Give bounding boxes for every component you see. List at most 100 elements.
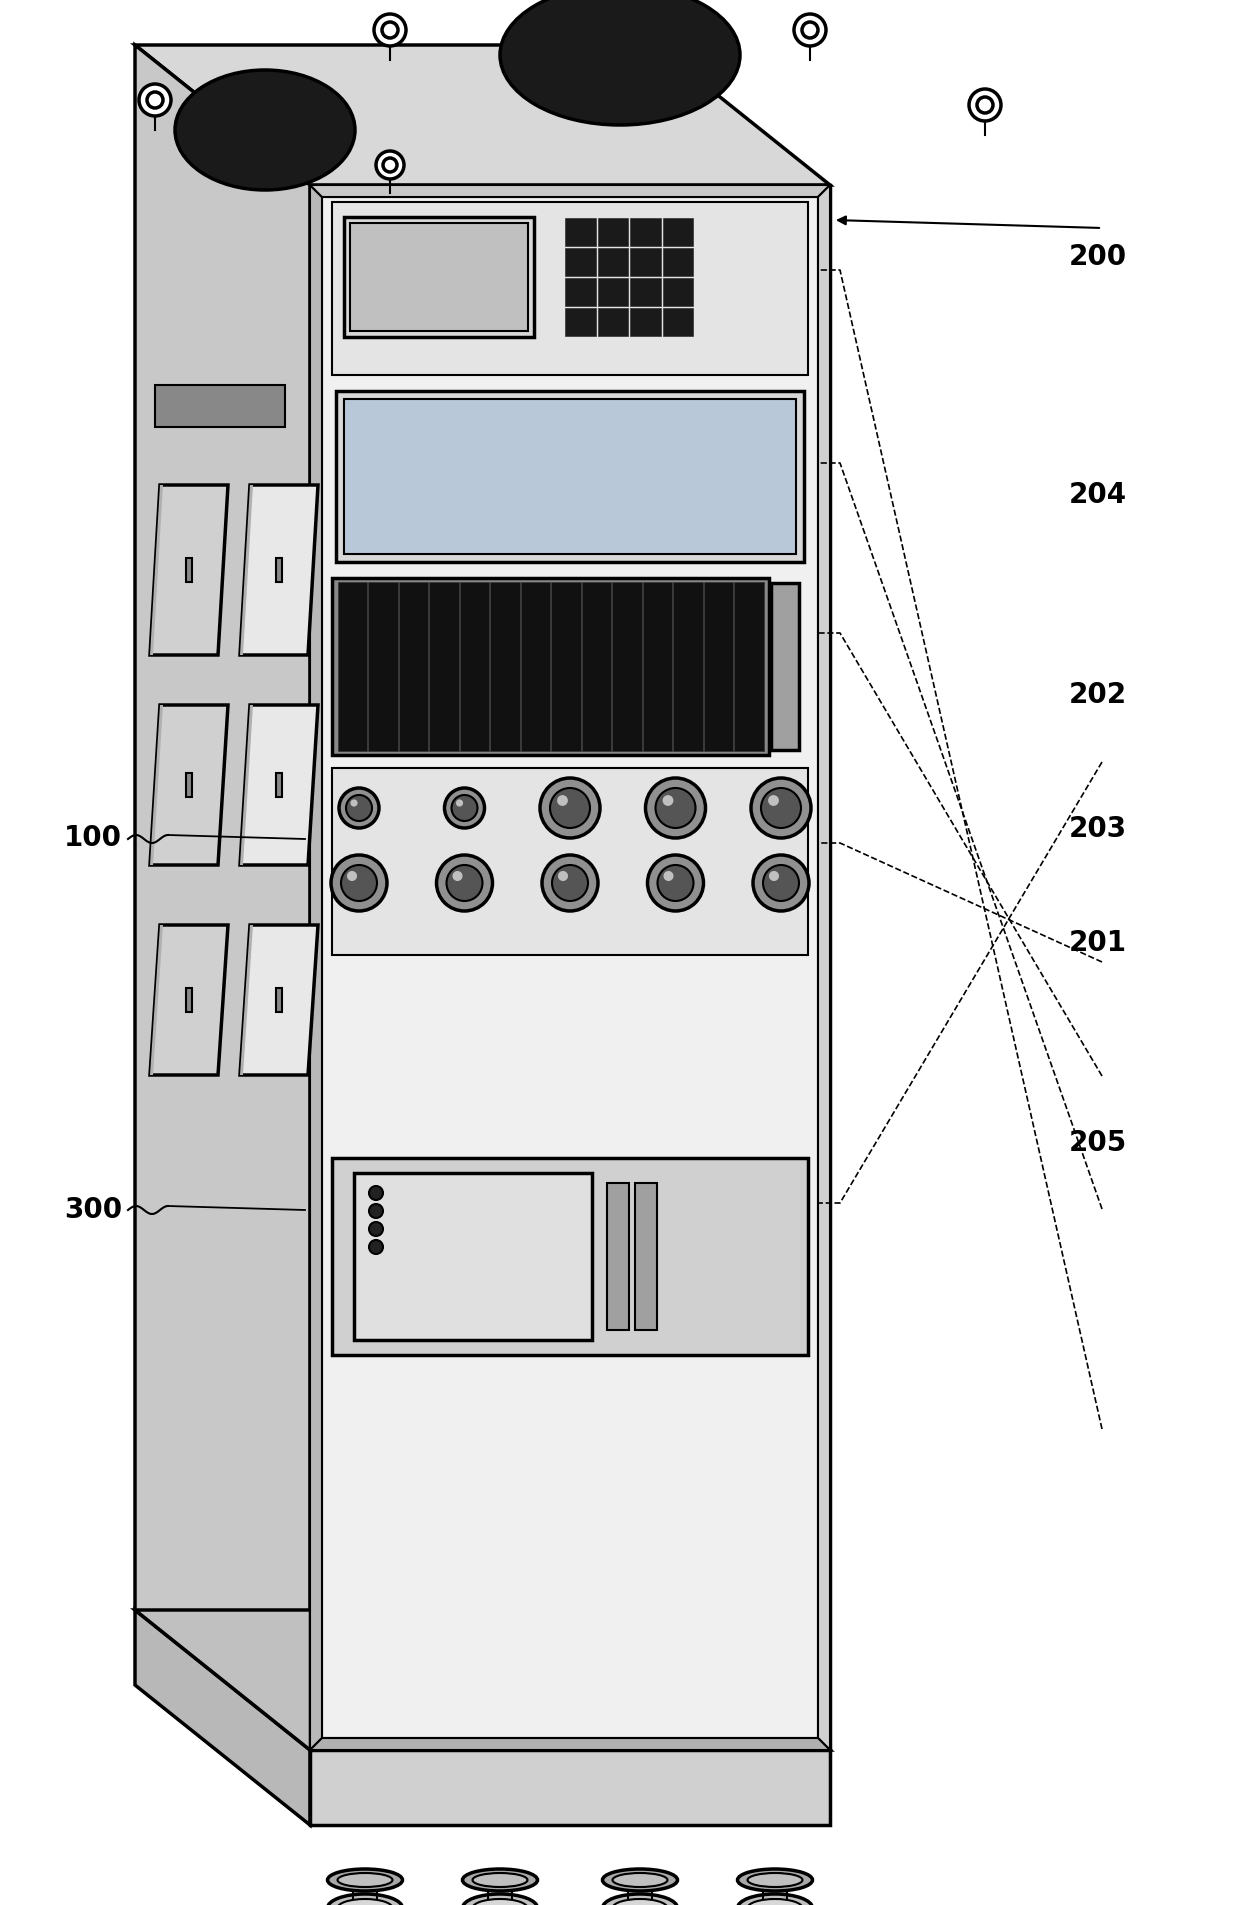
Polygon shape	[135, 1610, 310, 1825]
Ellipse shape	[175, 70, 355, 190]
Ellipse shape	[738, 1869, 812, 1892]
Circle shape	[557, 794, 568, 806]
Bar	[662, 309, 693, 335]
Polygon shape	[241, 705, 253, 865]
Ellipse shape	[603, 1894, 677, 1905]
Polygon shape	[150, 486, 162, 655]
Circle shape	[148, 91, 162, 109]
Circle shape	[444, 789, 485, 829]
Text: 200: 200	[1069, 244, 1126, 271]
Circle shape	[370, 1240, 383, 1253]
Circle shape	[351, 800, 357, 806]
Circle shape	[539, 777, 600, 838]
Bar	[565, 278, 595, 307]
Polygon shape	[310, 185, 830, 196]
Bar	[490, 583, 520, 751]
Circle shape	[802, 23, 818, 38]
Circle shape	[446, 865, 482, 901]
Circle shape	[382, 23, 398, 38]
Bar	[598, 217, 627, 246]
Bar	[337, 583, 367, 751]
Bar	[551, 583, 580, 751]
Ellipse shape	[603, 1869, 677, 1892]
Circle shape	[331, 855, 387, 911]
Bar	[186, 989, 192, 1012]
Bar	[332, 577, 769, 754]
Circle shape	[341, 865, 377, 901]
Polygon shape	[310, 1751, 830, 1825]
Text: 205: 205	[1069, 1130, 1126, 1156]
Polygon shape	[155, 385, 285, 427]
Bar	[336, 391, 804, 562]
Circle shape	[656, 789, 696, 829]
Polygon shape	[310, 185, 322, 1751]
Circle shape	[968, 90, 1001, 122]
Bar	[565, 248, 595, 276]
Bar	[565, 217, 595, 246]
Bar	[630, 248, 661, 276]
Bar	[598, 309, 627, 335]
Circle shape	[552, 865, 588, 901]
Circle shape	[663, 871, 673, 880]
Circle shape	[542, 855, 598, 911]
Polygon shape	[241, 926, 317, 1074]
Text: 100: 100	[64, 825, 122, 852]
Circle shape	[451, 794, 477, 821]
Ellipse shape	[500, 0, 740, 126]
Circle shape	[456, 800, 463, 806]
Bar	[606, 1183, 629, 1330]
Bar	[460, 583, 489, 751]
Bar	[582, 583, 611, 751]
Bar	[368, 583, 398, 751]
Bar	[630, 217, 661, 246]
Text: 300: 300	[64, 1196, 122, 1223]
Circle shape	[763, 865, 799, 901]
Circle shape	[646, 777, 706, 838]
Ellipse shape	[472, 1873, 527, 1888]
Bar	[630, 278, 661, 307]
Bar	[771, 583, 799, 751]
Text: 204: 204	[1069, 482, 1126, 509]
Bar	[703, 583, 733, 751]
Circle shape	[139, 84, 171, 116]
Circle shape	[453, 871, 463, 880]
Circle shape	[558, 871, 568, 880]
Bar	[565, 309, 595, 335]
Ellipse shape	[463, 1869, 537, 1892]
Polygon shape	[150, 926, 228, 1074]
Circle shape	[977, 97, 993, 112]
Ellipse shape	[327, 1869, 403, 1892]
Circle shape	[751, 777, 811, 838]
Bar	[635, 1183, 657, 1330]
Bar	[332, 768, 808, 954]
Bar	[598, 248, 627, 276]
Bar	[186, 558, 192, 583]
Polygon shape	[150, 926, 162, 1074]
Bar	[598, 278, 627, 307]
Bar	[277, 773, 281, 796]
Circle shape	[551, 789, 590, 829]
Polygon shape	[150, 486, 228, 655]
Bar	[353, 1173, 591, 1339]
Ellipse shape	[472, 1899, 527, 1905]
Ellipse shape	[463, 1894, 537, 1905]
Polygon shape	[241, 486, 317, 655]
Polygon shape	[241, 705, 317, 865]
Circle shape	[346, 794, 372, 821]
Text: 201: 201	[1069, 930, 1126, 956]
Bar	[350, 223, 528, 331]
Ellipse shape	[613, 1873, 667, 1888]
Ellipse shape	[327, 1894, 403, 1905]
Bar	[662, 217, 693, 246]
Bar	[332, 1158, 808, 1354]
Circle shape	[662, 794, 673, 806]
Circle shape	[370, 1204, 383, 1217]
Bar	[277, 989, 281, 1012]
Polygon shape	[135, 46, 310, 1751]
Ellipse shape	[337, 1873, 393, 1888]
Polygon shape	[241, 486, 253, 655]
Circle shape	[436, 855, 492, 911]
Polygon shape	[322, 196, 818, 1737]
Circle shape	[753, 855, 808, 911]
Bar	[734, 583, 764, 751]
